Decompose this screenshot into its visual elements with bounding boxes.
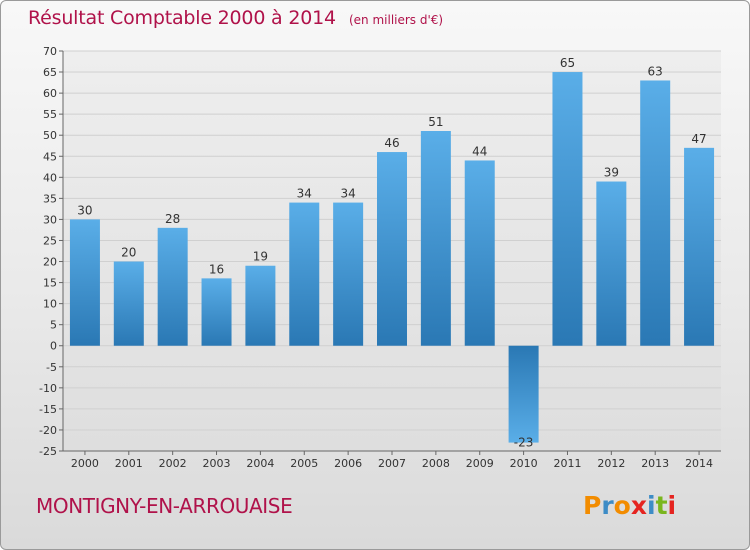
- x-tick-label: 2010: [510, 457, 538, 470]
- y-tick-label: -25: [39, 445, 57, 458]
- y-tick-label: 45: [43, 150, 57, 163]
- x-tick-label: 2001: [115, 457, 143, 470]
- bar-2006: [333, 202, 364, 346]
- chart-header: Résultat Comptable 2000 à 2014 (en milli…: [28, 7, 443, 29]
- bar-2007: [377, 152, 407, 346]
- data-label: 46: [384, 136, 399, 150]
- y-tick-label: 20: [43, 256, 57, 269]
- bar-2004: [245, 265, 276, 346]
- y-tick-label: 50: [43, 129, 57, 142]
- data-label: -23: [514, 436, 534, 450]
- bar-2000: [69, 219, 100, 346]
- y-tick-label: 35: [43, 192, 57, 205]
- bar-2012: [596, 181, 627, 346]
- data-label: 65: [560, 56, 575, 70]
- bar-2002: [157, 227, 188, 346]
- chart-subtitle: (en milliers d'€): [348, 13, 444, 27]
- y-tick-label: 60: [43, 87, 57, 100]
- data-label: 16: [209, 262, 224, 276]
- y-tick-label: -20: [39, 424, 57, 437]
- y-tick-label: 15: [43, 277, 57, 290]
- logo-letter: x: [630, 491, 647, 520]
- x-tick-label: 2005: [290, 457, 318, 470]
- x-tick-label: 2008: [422, 457, 450, 470]
- bar-2009: [464, 160, 495, 346]
- x-tick-label: 2007: [378, 457, 406, 470]
- data-label: 28: [165, 212, 180, 226]
- y-tick-label: 0: [50, 340, 57, 353]
- logo-letter: i: [647, 491, 656, 520]
- x-tick-label: 2006: [334, 457, 362, 470]
- bar-2011: [552, 72, 583, 346]
- bar-2003: [201, 278, 232, 346]
- y-tick-label: 65: [43, 66, 57, 79]
- place-name: MONTIGNY-EN-ARROUAISE: [36, 494, 293, 518]
- data-label: 34: [340, 187, 355, 201]
- y-tick-label: -10: [39, 382, 57, 395]
- data-label: 20: [121, 246, 136, 260]
- bar-2014: [684, 147, 715, 346]
- x-tick-label: 2011: [553, 457, 581, 470]
- bar-2008: [420, 131, 451, 346]
- bar-2013: [640, 80, 671, 346]
- logo-letter: P: [583, 491, 602, 520]
- logo-letter: i: [667, 491, 677, 520]
- bar-2010: [508, 345, 539, 443]
- bar-2001: [113, 261, 144, 346]
- y-tick-label: -15: [39, 403, 57, 416]
- data-label: 51: [428, 115, 443, 129]
- logo-letter: o: [613, 491, 631, 520]
- y-tick-label: 40: [43, 171, 57, 184]
- data-label: 19: [253, 250, 268, 264]
- x-tick-label: 2013: [641, 457, 669, 470]
- x-tick-label: 2002: [159, 457, 187, 470]
- chart-title: Résultat Comptable 2000 à 2014: [28, 7, 336, 29]
- y-tick-label: 10: [43, 298, 57, 311]
- x-tick-label: 2004: [246, 457, 274, 470]
- data-label: 39: [604, 166, 619, 180]
- data-label: 44: [472, 144, 487, 158]
- data-label: 30: [77, 203, 92, 217]
- data-label: 63: [648, 64, 663, 78]
- x-tick-label: 2000: [71, 457, 99, 470]
- data-label: 47: [691, 132, 706, 146]
- y-tick-label: 70: [43, 45, 57, 58]
- logo-letter: r: [601, 491, 614, 520]
- x-tick-label: 2014: [685, 457, 713, 470]
- x-tick-label: 2003: [203, 457, 231, 470]
- y-tick-label: -5: [46, 361, 57, 374]
- bar-2005: [289, 202, 320, 346]
- logo-letter: t: [655, 491, 668, 520]
- y-tick-label: 5: [50, 319, 57, 332]
- y-tick-label: 30: [43, 213, 57, 226]
- x-tick-label: 2012: [597, 457, 625, 470]
- proxiti-logo: Proxiti: [583, 491, 676, 520]
- y-tick-label: 25: [43, 234, 57, 247]
- data-label: 34: [297, 187, 312, 201]
- x-tick-label: 2009: [466, 457, 494, 470]
- y-tick-label: 55: [43, 108, 57, 121]
